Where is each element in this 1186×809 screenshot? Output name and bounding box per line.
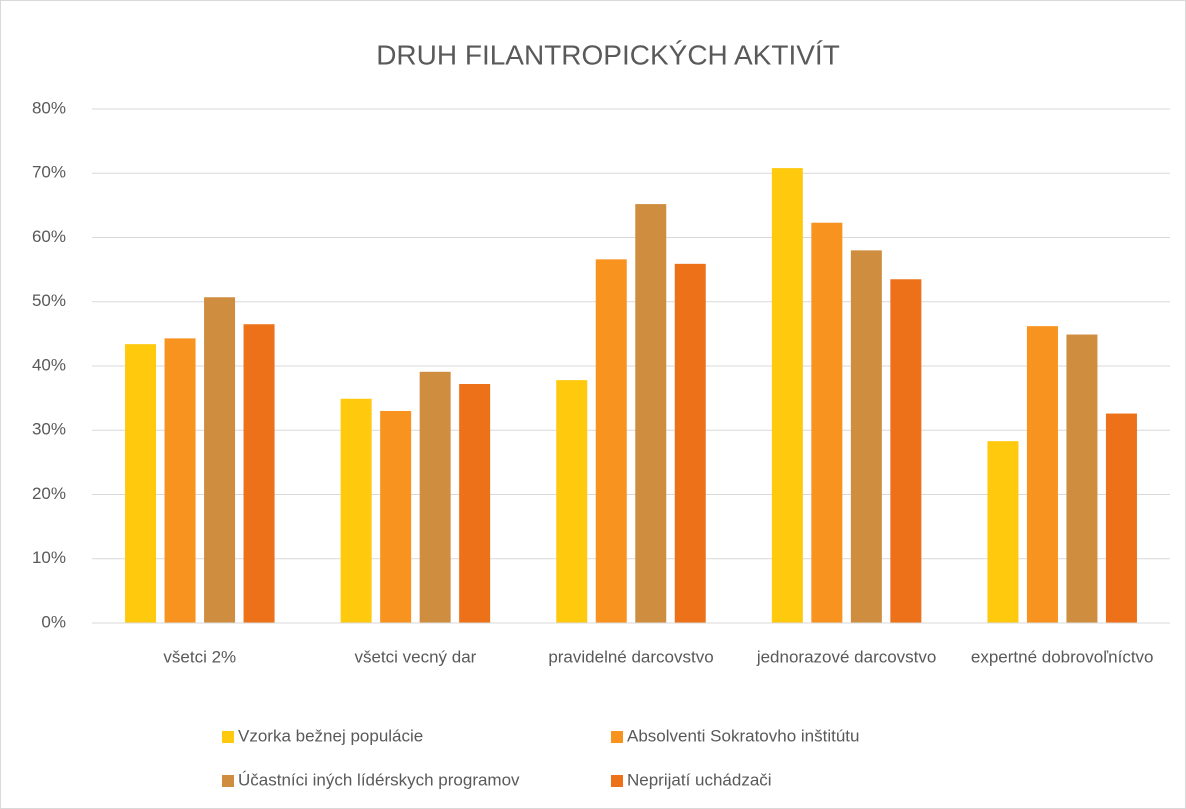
legend-swatch [222, 775, 234, 787]
y-tick-label: 20% [32, 484, 66, 503]
bar [556, 380, 588, 623]
y-tick-label: 50% [32, 291, 66, 310]
x-tick-label: pravidelné darcovstvo [548, 647, 713, 666]
bar [340, 398, 372, 623]
y-tick-label: 30% [32, 420, 66, 439]
bar [595, 259, 627, 623]
bar [1105, 413, 1137, 623]
legend-swatch [611, 775, 623, 787]
bar [771, 168, 803, 624]
chart-title: DRUH FILANTROPICKÝCH AKTIVÍT [376, 39, 840, 70]
legend-swatch [611, 731, 623, 743]
y-tick-label: 80% [32, 98, 66, 117]
x-tick-label: jednorazové darcovstvo [756, 647, 937, 666]
legend-label: Vzorka bežnej populácie [238, 726, 423, 745]
bar [204, 297, 236, 623]
bar [419, 371, 451, 623]
legend-swatch [222, 731, 234, 743]
legend-label: Absolventi Sokratovho inštitútu [627, 726, 859, 745]
bar [635, 204, 667, 623]
bar [811, 222, 843, 623]
x-tick-label: expertné dobrovoľníctvo [971, 647, 1154, 666]
bar [243, 324, 275, 623]
y-tick-label: 60% [32, 227, 66, 246]
bar [1066, 334, 1098, 623]
y-tick-label: 10% [32, 548, 66, 567]
bar [890, 279, 922, 623]
y-tick-label: 40% [32, 355, 66, 374]
bar [850, 250, 882, 623]
y-tick-label: 0% [41, 612, 66, 631]
x-tick-label: všetci 2% [163, 647, 236, 666]
bar [164, 338, 196, 623]
y-tick-label: 70% [32, 163, 66, 182]
bar [987, 441, 1019, 623]
legend-label: Neprijatí uchádzači [627, 770, 772, 789]
bar [459, 383, 491, 623]
bar [674, 263, 706, 623]
x-tick-label: všetci vecný dar [354, 647, 476, 666]
bar [125, 344, 157, 623]
bar [1026, 326, 1058, 623]
legend-label: Účastníci iných lídérskych programov [238, 770, 520, 789]
bar [380, 410, 412, 623]
